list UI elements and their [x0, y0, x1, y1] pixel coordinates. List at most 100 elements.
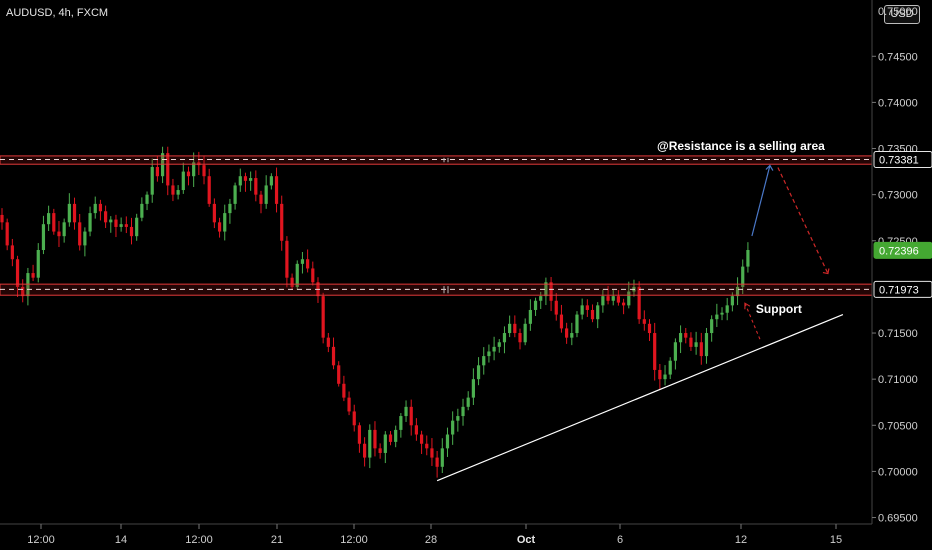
candle-body: [653, 333, 657, 370]
candle-body: [321, 296, 325, 338]
support-annotation: Support: [756, 302, 802, 316]
candle-body: [710, 319, 714, 334]
candle-body: [264, 185, 268, 204]
candle-body: [622, 302, 626, 306]
candle-body: [155, 166, 159, 177]
candle-body: [254, 178, 258, 195]
candle-body: [580, 305, 584, 315]
x-tick-label: 14: [115, 534, 127, 546]
candle-body: [746, 250, 750, 267]
candle-body: [249, 178, 253, 181]
candle-body: [492, 346, 496, 352]
candle-body: [41, 224, 46, 251]
candle-body: [409, 406, 413, 426]
candle-body: [528, 309, 532, 324]
x-tick-label: Oct: [517, 534, 536, 546]
candle-body: [280, 203, 284, 241]
candle-body: [62, 222, 66, 237]
candle-body: [202, 165, 206, 177]
candle-body: [342, 383, 346, 398]
candle-body: [207, 176, 211, 204]
candle-body: [300, 259, 305, 264]
candle-body: [47, 213, 51, 225]
candle-body: [140, 203, 144, 218]
y-tick-label: 0.74500: [878, 51, 918, 63]
candle-body: [725, 305, 729, 313]
candle-body: [114, 219, 118, 227]
price-badges: 0.73381 0.72396 0.71973: [873, 151, 932, 298]
x-tick-label: 12: [735, 534, 747, 546]
candle-body: [735, 286, 740, 297]
candle-body: [663, 374, 667, 380]
x-tick-label: 28: [425, 534, 437, 546]
candle-body: [585, 305, 589, 310]
candle-body: [673, 342, 677, 361]
candle-body: [549, 282, 553, 301]
trend-line: [436, 314, 844, 482]
candle-body: [5, 222, 9, 246]
candle-body: [306, 259, 310, 269]
candle-body: [10, 245, 14, 260]
candle-body: [668, 360, 672, 375]
candle-body: [378, 448, 382, 453]
candle-body: [171, 185, 175, 195]
candle-body: [730, 296, 734, 306]
candle-body: [456, 416, 460, 421]
candle-body: [471, 379, 475, 398]
candle-body: [36, 250, 40, 278]
candle-body: [523, 323, 527, 343]
candle-body: [98, 203, 103, 212]
candle-body: [508, 323, 512, 334]
candle-body: [430, 448, 434, 458]
y-tick-label: 0.74000: [878, 97, 918, 109]
y-tick-label: 0.70000: [878, 466, 918, 478]
candle-body: [233, 185, 237, 204]
candle-body: [150, 166, 154, 195]
candle-body: [129, 226, 134, 237]
candle-body: [269, 176, 273, 186]
support-price-badge: [873, 280, 932, 298]
candle-body: [404, 406, 408, 417]
candle-body: [466, 397, 470, 407]
resistance-price-badge: [873, 151, 932, 169]
forecast-down-arrowhead: [822, 268, 830, 275]
candle-body: [590, 309, 595, 320]
candle-body: [544, 282, 548, 297]
candle-body: [383, 434, 387, 453]
x-tick-label: 6: [617, 534, 623, 546]
candle-body: [181, 171, 185, 191]
candle-body: [83, 231, 87, 246]
candle-body: [238, 176, 242, 186]
candle-body: [596, 305, 600, 320]
candle-body: [482, 356, 486, 366]
candle-body: [166, 153, 170, 186]
candle-body: [658, 369, 662, 380]
resistance-price-badge-text: 0.73381: [879, 155, 919, 167]
candle-body: [419, 434, 424, 444]
candle-body: [539, 296, 543, 301]
currency-button[interactable]: USD: [884, 5, 920, 24]
y-tick-label: 0.71000: [878, 374, 918, 386]
candle-body: [616, 296, 621, 303]
resistance-zone: [0, 155, 873, 165]
candle-body: [357, 425, 362, 444]
candle-body: [347, 397, 351, 412]
candle-body: [145, 194, 149, 204]
y-tick-label: 0.71500: [878, 328, 918, 340]
candle-body: [476, 365, 481, 380]
overlays: @Resistance is a selling area Support: [0, 139, 873, 482]
candle-body: [565, 328, 569, 338]
candle-body: [109, 219, 113, 223]
candle-body: [72, 203, 77, 223]
forecast-up-line: [751, 165, 771, 237]
candle-body: [513, 323, 517, 334]
candle-body: [295, 263, 299, 287]
x-tick-label: 21: [271, 534, 283, 546]
price-axis: 0.745000.740000.735000.730000.725000.715…: [872, 6, 918, 525]
candle-body: [52, 213, 56, 232]
candle-body: [274, 176, 279, 204]
candle-body: [647, 323, 652, 334]
candles: [0, 146, 750, 478]
candle-body: [451, 420, 455, 435]
candle-body: [637, 286, 641, 320]
